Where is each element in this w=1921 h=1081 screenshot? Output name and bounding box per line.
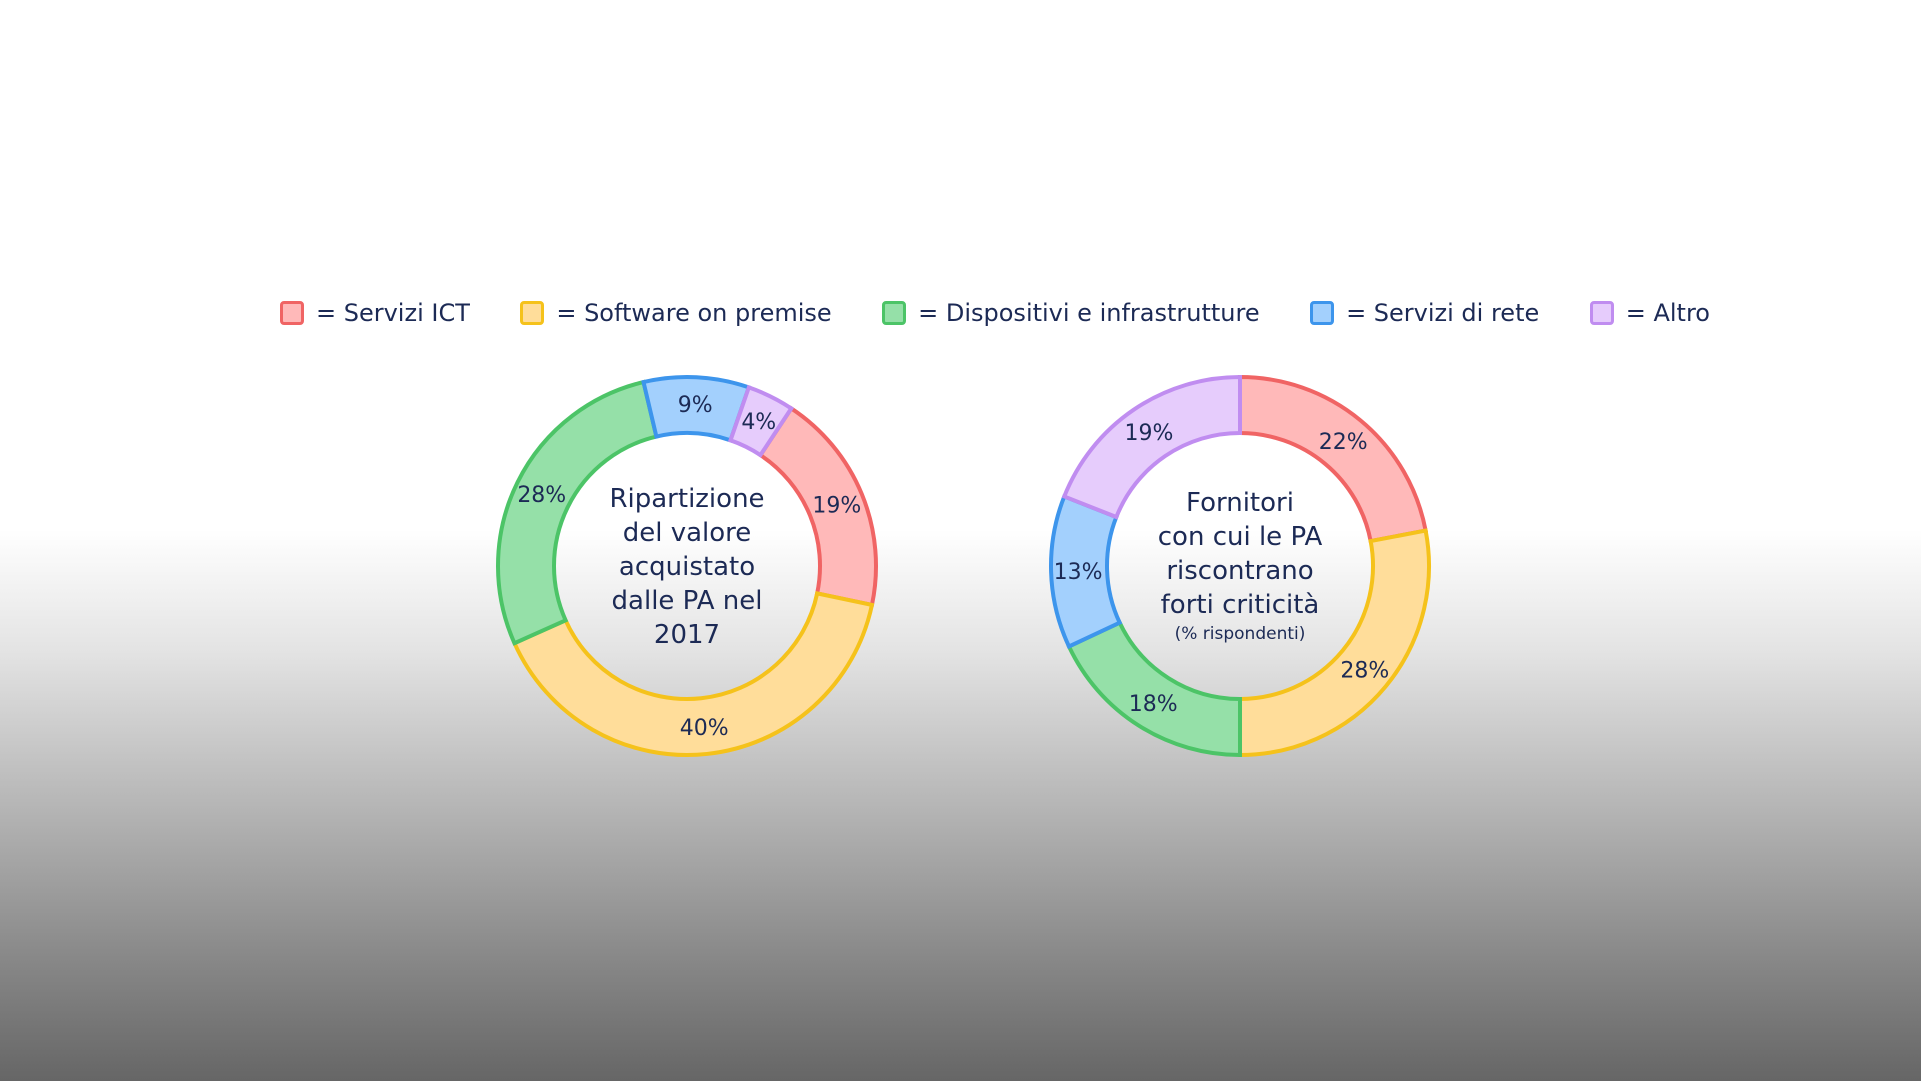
legend-item-dispositivi: = Dispositivi e infrastrutture — [882, 299, 1260, 327]
slice-data-label: 28% — [1340, 658, 1389, 683]
legend-label: = Servizi di rete — [1346, 299, 1540, 327]
legend-item-software-on-premise: = Software on premise — [520, 299, 832, 327]
legend-label: = Altro — [1625, 299, 1710, 327]
donut-chart-1: 19% 40% 28% 9% 4% Ripartizione del valore acqui… — [496, 375, 878, 757]
chart-title-line: dalle PA nel — [612, 586, 763, 616]
chart-title-line: con cui le PA — [1158, 522, 1323, 552]
pie-slice — [1238, 528, 1431, 758]
legend-label: = Servizi ICT — [316, 299, 470, 327]
chart-title-line: riscontrano — [1166, 556, 1313, 586]
pie-slice — [727, 384, 795, 458]
slice-data-label: 22% — [1319, 430, 1368, 455]
pie-slice — [496, 379, 659, 646]
legend-swatch — [520, 301, 545, 325]
chart-title-line: acquistato — [619, 552, 755, 582]
slice-data-label: 19% — [1124, 421, 1173, 446]
chart-title-line: Ripartizione — [609, 484, 764, 514]
chart-subtitle: (% rispondenti) — [1175, 624, 1306, 644]
legend-item-servizi-di-rete: = Servizi di rete — [1310, 299, 1539, 327]
slice-data-label: 18% — [1129, 692, 1178, 717]
legend-label: = Software on premise — [556, 299, 832, 327]
slice-data-label: 19% — [812, 494, 861, 519]
slice-data-label: 13% — [1054, 560, 1103, 585]
legend: = Servizi ICT = Software on premise = Di… — [280, 296, 1710, 330]
slice-data-label: 4% — [741, 410, 776, 435]
chart-title-line: forti criticità — [1161, 590, 1320, 620]
pie-slice — [1061, 374, 1242, 520]
legend-swatch — [882, 301, 907, 325]
chart-title-line: 2017 — [654, 620, 720, 650]
slice-data-label: 9% — [678, 393, 713, 418]
legend-item-altro: = Altro — [1589, 299, 1710, 327]
slice-data-label: 40% — [680, 716, 729, 741]
pie-slice — [511, 591, 875, 757]
slice-data-label: 28% — [517, 483, 566, 508]
chart-title-line: del valore — [623, 518, 752, 548]
legend-swatch — [1310, 301, 1335, 325]
legend-swatch — [1589, 301, 1614, 325]
legend-label: = Dispositivi e infrastrutture — [918, 299, 1260, 327]
chart-title-line: Fornitori — [1186, 488, 1294, 518]
donut-chart-2: 22% 28% 18% 13% 19% Fornitori con cui le PA ris… — [1049, 374, 1431, 758]
legend-swatch — [280, 301, 304, 325]
legend-item-servizi-ict: = Servizi ICT — [280, 299, 470, 327]
